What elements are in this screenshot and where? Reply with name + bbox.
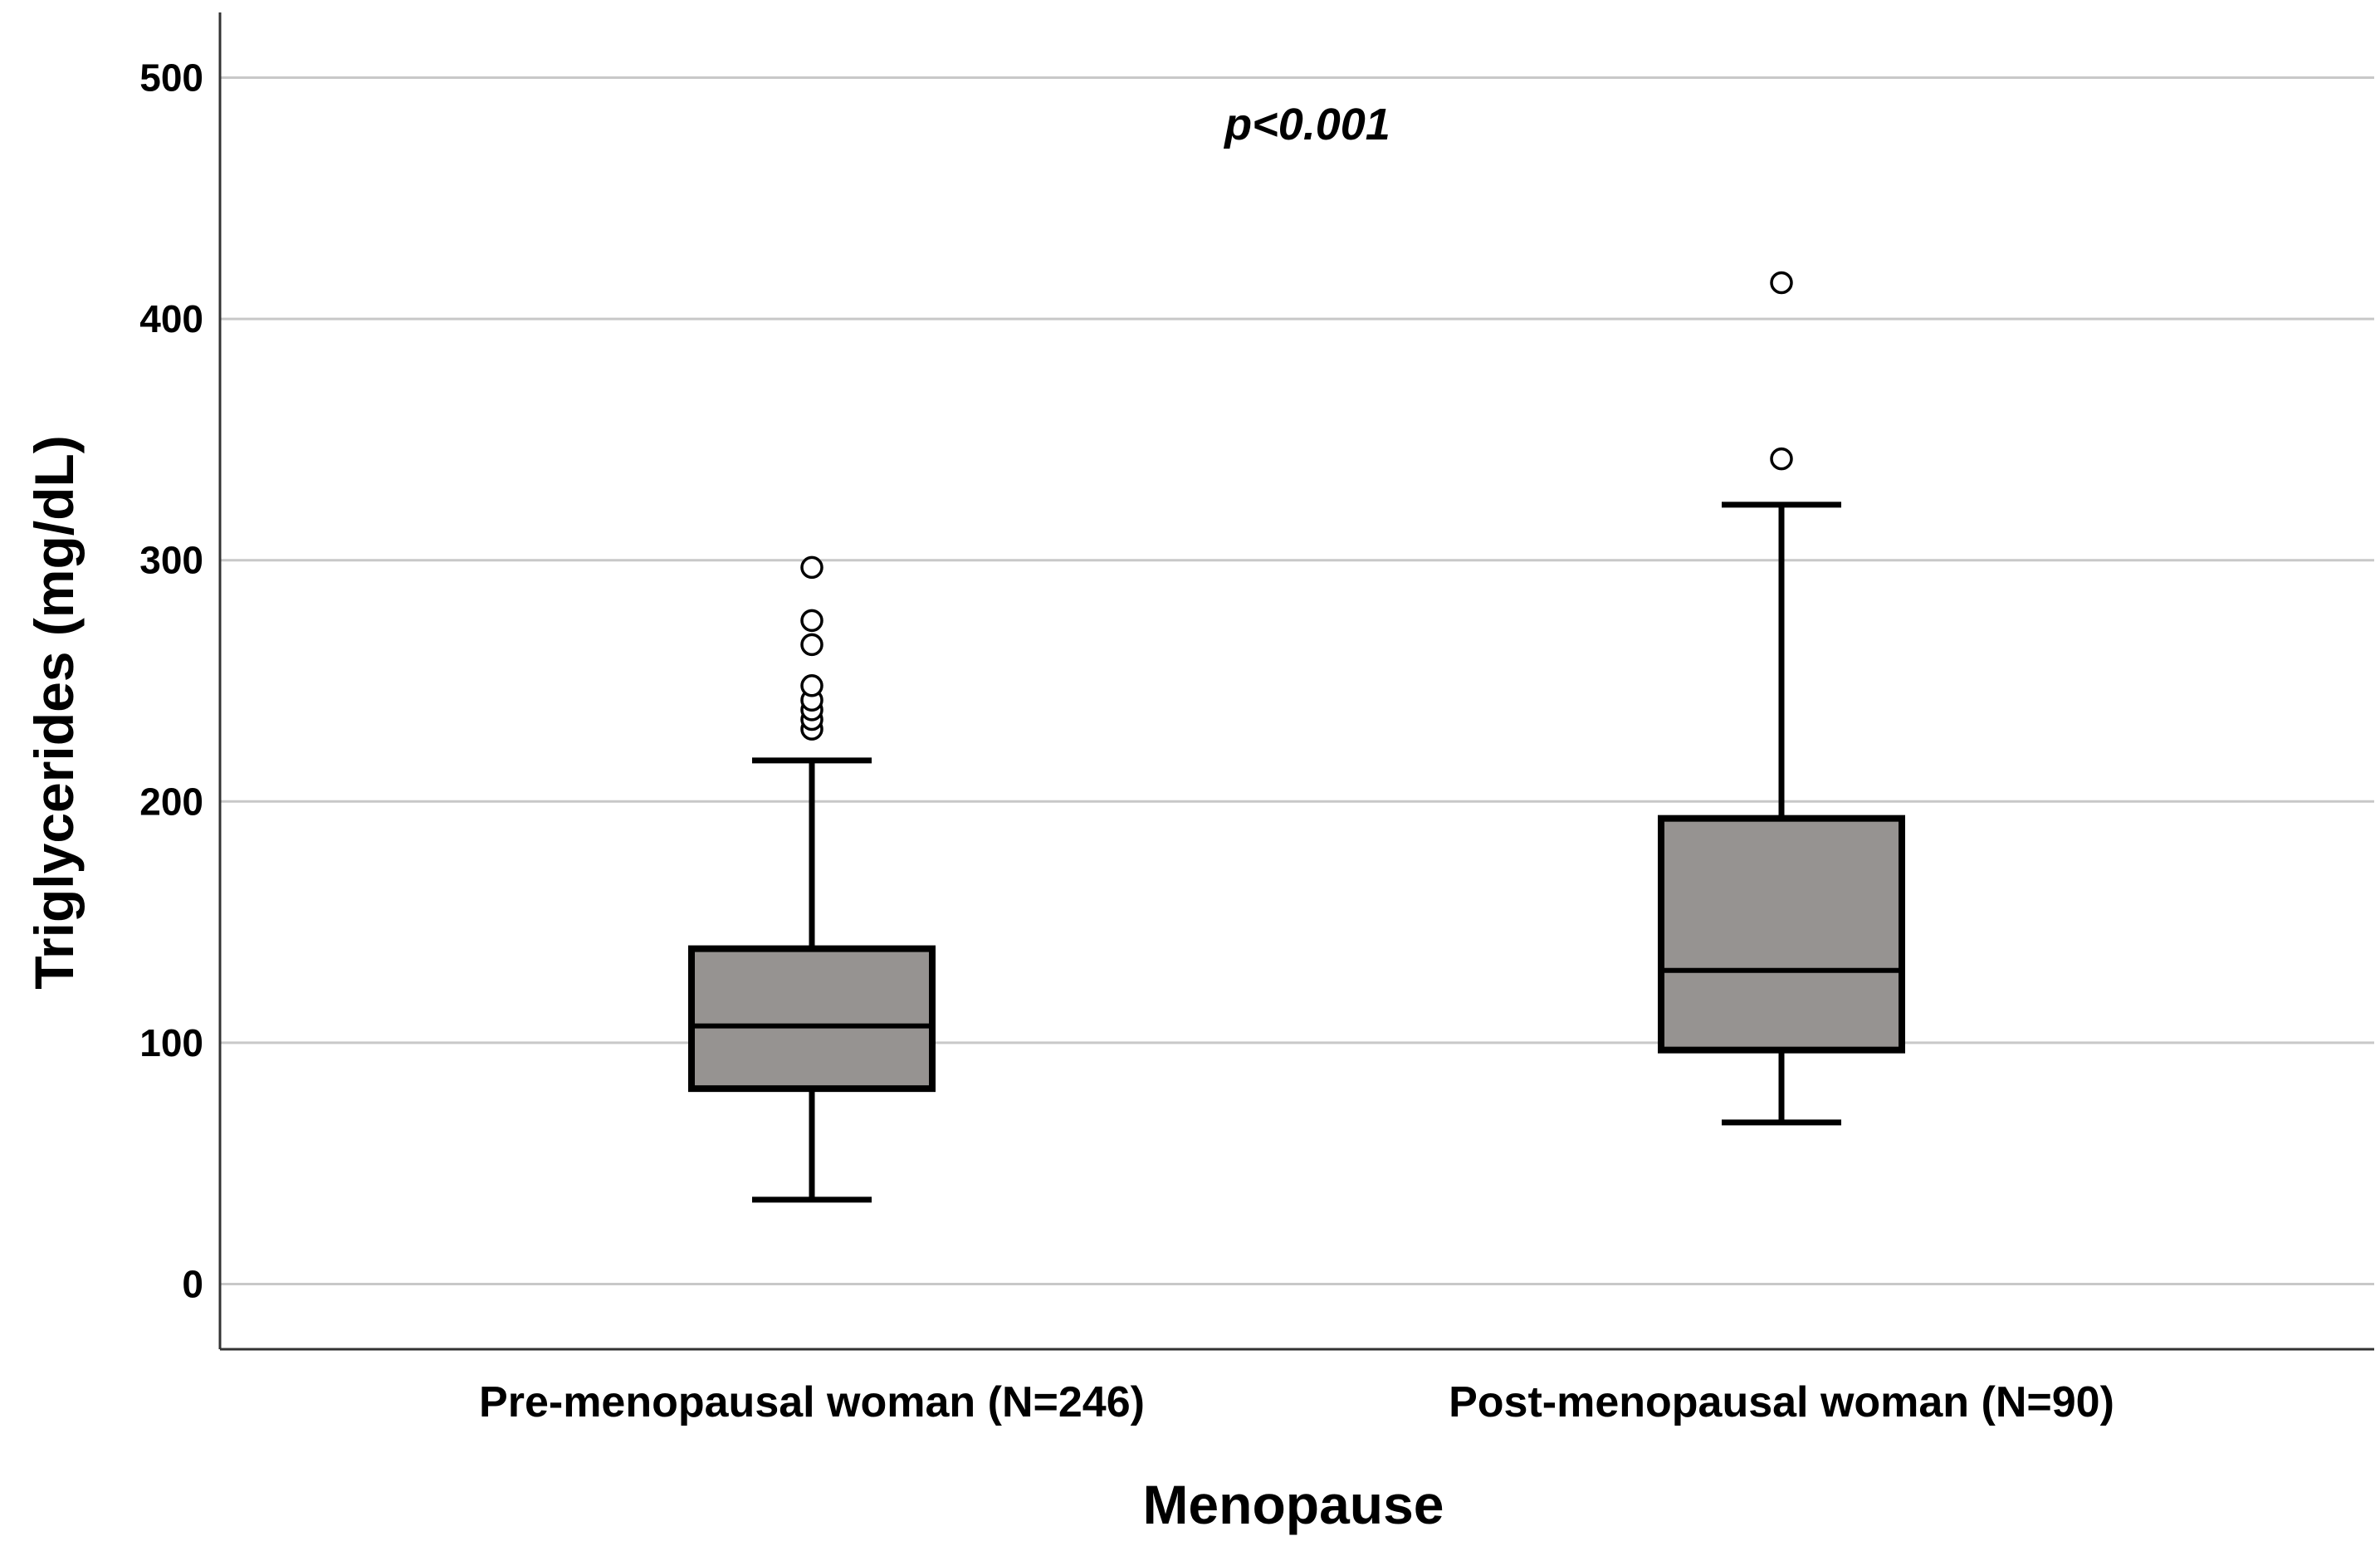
- y-tick-labels: 0 100 200 300 400 500: [139, 56, 203, 1305]
- outlier-point: [800, 555, 823, 580]
- x-axis-title: Menopause: [1142, 1474, 1444, 1535]
- gridlines: [220, 76, 2374, 1286]
- x-tick-label-1: Pre-menopausal woman (N=246): [479, 1378, 1145, 1426]
- y-axis-title: Triglycerides (mg/dL): [23, 435, 85, 989]
- box-group-1: [688, 555, 936, 1203]
- outlier-point: [1770, 271, 1793, 295]
- y-tick-label-400: 400: [139, 297, 203, 340]
- box-series: [688, 271, 1905, 1203]
- y-tick-label-500: 500: [139, 56, 203, 99]
- x-tick-labels: Pre-menopausal woman (N=246) Post-menopau…: [479, 1378, 2114, 1426]
- y-tick-label-0: 0: [182, 1263, 203, 1306]
- y-tick-label-100: 100: [139, 1021, 203, 1064]
- y-tick-label-200: 200: [139, 780, 203, 823]
- box-group-2: [1658, 271, 1905, 1126]
- iqr-box: [688, 945, 936, 1093]
- outlier-point: [800, 633, 823, 657]
- iqr-box: [1658, 815, 1905, 1054]
- y-tick-label-300: 300: [139, 539, 203, 582]
- outlier-point: [800, 674, 823, 697]
- outlier-point: [800, 609, 823, 633]
- outlier-point: [1770, 447, 1793, 471]
- x-tick-label-2: Post-menopausal woman (N=90): [1449, 1378, 2114, 1426]
- axes: [218, 12, 2374, 1351]
- p-value-annotation: p<0.001: [1223, 100, 1390, 149]
